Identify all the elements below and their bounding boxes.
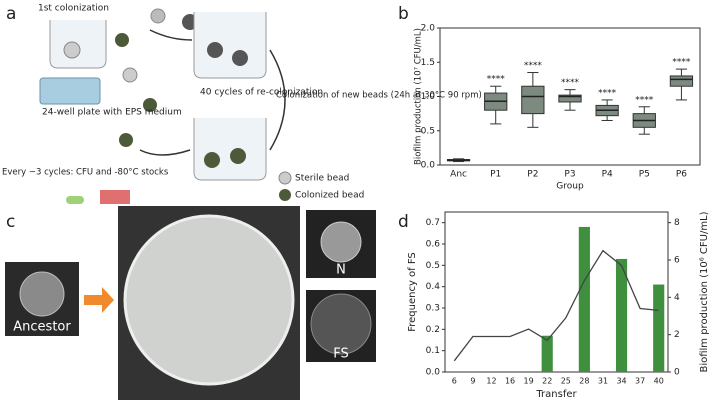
panel-label: d bbox=[398, 212, 409, 232]
legend-label: Colonized bead bbox=[295, 191, 364, 201]
x-tick-label: 34 bbox=[616, 377, 626, 386]
y-tick-label: 1.5 bbox=[421, 58, 435, 68]
y-tick-label: 1.0 bbox=[421, 92, 436, 102]
x-tick-label: P1 bbox=[490, 170, 501, 180]
label: 1st colonization bbox=[38, 4, 109, 14]
images bbox=[5, 206, 376, 400]
x-tick-label: 19 bbox=[524, 377, 534, 386]
arrow bbox=[139, 149, 191, 156]
y2-tick-label: 0 bbox=[674, 368, 680, 378]
y-tick-label: 0.3 bbox=[426, 304, 440, 314]
x-tick-label: 25 bbox=[561, 377, 571, 386]
x-tick-label: 22 bbox=[542, 377, 552, 386]
line bbox=[453, 249, 659, 362]
y-tick-label: 0.0 bbox=[426, 368, 441, 378]
x-tick-label: P6 bbox=[676, 170, 687, 180]
tube bbox=[193, 12, 267, 79]
legend-swatch bbox=[279, 189, 291, 201]
annotation: **** bbox=[635, 95, 654, 105]
x-tick-label: 6 bbox=[452, 377, 457, 386]
x-tick-label: 31 bbox=[598, 377, 608, 386]
bead bbox=[232, 50, 248, 66]
image-label: Ancestor bbox=[13, 320, 71, 335]
diagram bbox=[39, 8, 292, 204]
y-tick-label: 0.6 bbox=[426, 240, 441, 250]
stocks-icon bbox=[100, 190, 130, 204]
panel-label: b bbox=[398, 4, 409, 24]
tube bbox=[193, 118, 267, 181]
bead bbox=[230, 148, 246, 164]
y-tick-label: 0.7 bbox=[426, 218, 440, 228]
x-tick-label: 12 bbox=[486, 377, 496, 386]
bar bbox=[615, 258, 628, 372]
dish bbox=[123, 214, 295, 386]
x-tick-label: 28 bbox=[579, 377, 589, 386]
annotation: **** bbox=[524, 61, 543, 71]
y-axis-title: Biofilm production (10⁷ CFU/mL) bbox=[414, 28, 424, 165]
bead bbox=[204, 152, 220, 168]
image-label: N bbox=[336, 263, 346, 278]
x-tick-label: 9 bbox=[470, 377, 475, 386]
y-tick-label: 0.1 bbox=[426, 346, 440, 356]
label: Colonization of new beads (24h at 30°C 9… bbox=[276, 91, 482, 101]
y-tick-label: 0.4 bbox=[426, 282, 441, 292]
y2-tick-label: 6 bbox=[674, 255, 680, 265]
y-tick-label: 0.5 bbox=[426, 261, 440, 271]
x-tick-label: 16 bbox=[505, 377, 515, 386]
x-tick-label: P3 bbox=[564, 170, 575, 180]
y2-tick-label: 4 bbox=[674, 293, 680, 303]
label: 40 cycles of re-colonization bbox=[200, 88, 323, 98]
panel-label: c bbox=[6, 212, 15, 232]
well-plate bbox=[39, 77, 101, 105]
arrow bbox=[84, 287, 114, 313]
bead bbox=[150, 8, 166, 24]
y2-tick-label: 2 bbox=[674, 330, 680, 340]
bead bbox=[143, 98, 157, 112]
bar bbox=[578, 226, 590, 372]
bead bbox=[207, 42, 223, 58]
x-axis-title: Group bbox=[556, 182, 584, 192]
bead bbox=[119, 133, 133, 147]
colony bbox=[320, 221, 362, 263]
label: Every ~3 cycles: CFU and -80°C stocks bbox=[2, 168, 169, 178]
arrow bbox=[149, 29, 193, 41]
x-tick-label: 37 bbox=[635, 377, 645, 386]
y2-axis-title: Biofilm production (10⁶ CFU/mL) bbox=[699, 211, 710, 372]
plate-icon bbox=[66, 196, 84, 204]
y2-tick-label: 8 bbox=[674, 218, 680, 228]
bead bbox=[122, 67, 138, 83]
x-tick-label: P2 bbox=[527, 170, 538, 180]
plot-area bbox=[444, 211, 669, 373]
bar bbox=[653, 284, 665, 372]
colony bbox=[19, 271, 65, 317]
box bbox=[669, 75, 694, 87]
annotation: **** bbox=[672, 58, 691, 68]
bead bbox=[115, 33, 129, 47]
colony bbox=[310, 293, 372, 355]
box bbox=[521, 85, 545, 115]
x-tick-label: 40 bbox=[654, 377, 664, 386]
arrow bbox=[269, 49, 286, 151]
annotation: **** bbox=[598, 88, 617, 98]
bar bbox=[541, 335, 553, 372]
legend-swatch bbox=[278, 171, 292, 185]
x-axis-title: Transfer bbox=[535, 389, 577, 400]
y-tick-label: 2.0 bbox=[421, 24, 436, 34]
y-tick-label: 0.0 bbox=[421, 161, 436, 171]
label: 24-well plate with EPS medium bbox=[42, 108, 182, 118]
annotation: **** bbox=[487, 75, 506, 85]
legend-label: Sterile bead bbox=[295, 174, 349, 184]
panel-label: a bbox=[6, 4, 16, 24]
y-tick-label: 0.5 bbox=[421, 126, 435, 136]
y-tick-label: 0.2 bbox=[426, 325, 440, 335]
x-tick-label: Anc bbox=[450, 170, 467, 180]
y-axis-title: Frequency of FS bbox=[407, 252, 418, 332]
box bbox=[558, 94, 582, 103]
x-tick-label: P5 bbox=[639, 170, 650, 180]
x-tick-label: P4 bbox=[602, 170, 613, 180]
bead bbox=[63, 41, 81, 59]
image-label: FS bbox=[333, 347, 349, 362]
annotation: **** bbox=[561, 78, 580, 88]
